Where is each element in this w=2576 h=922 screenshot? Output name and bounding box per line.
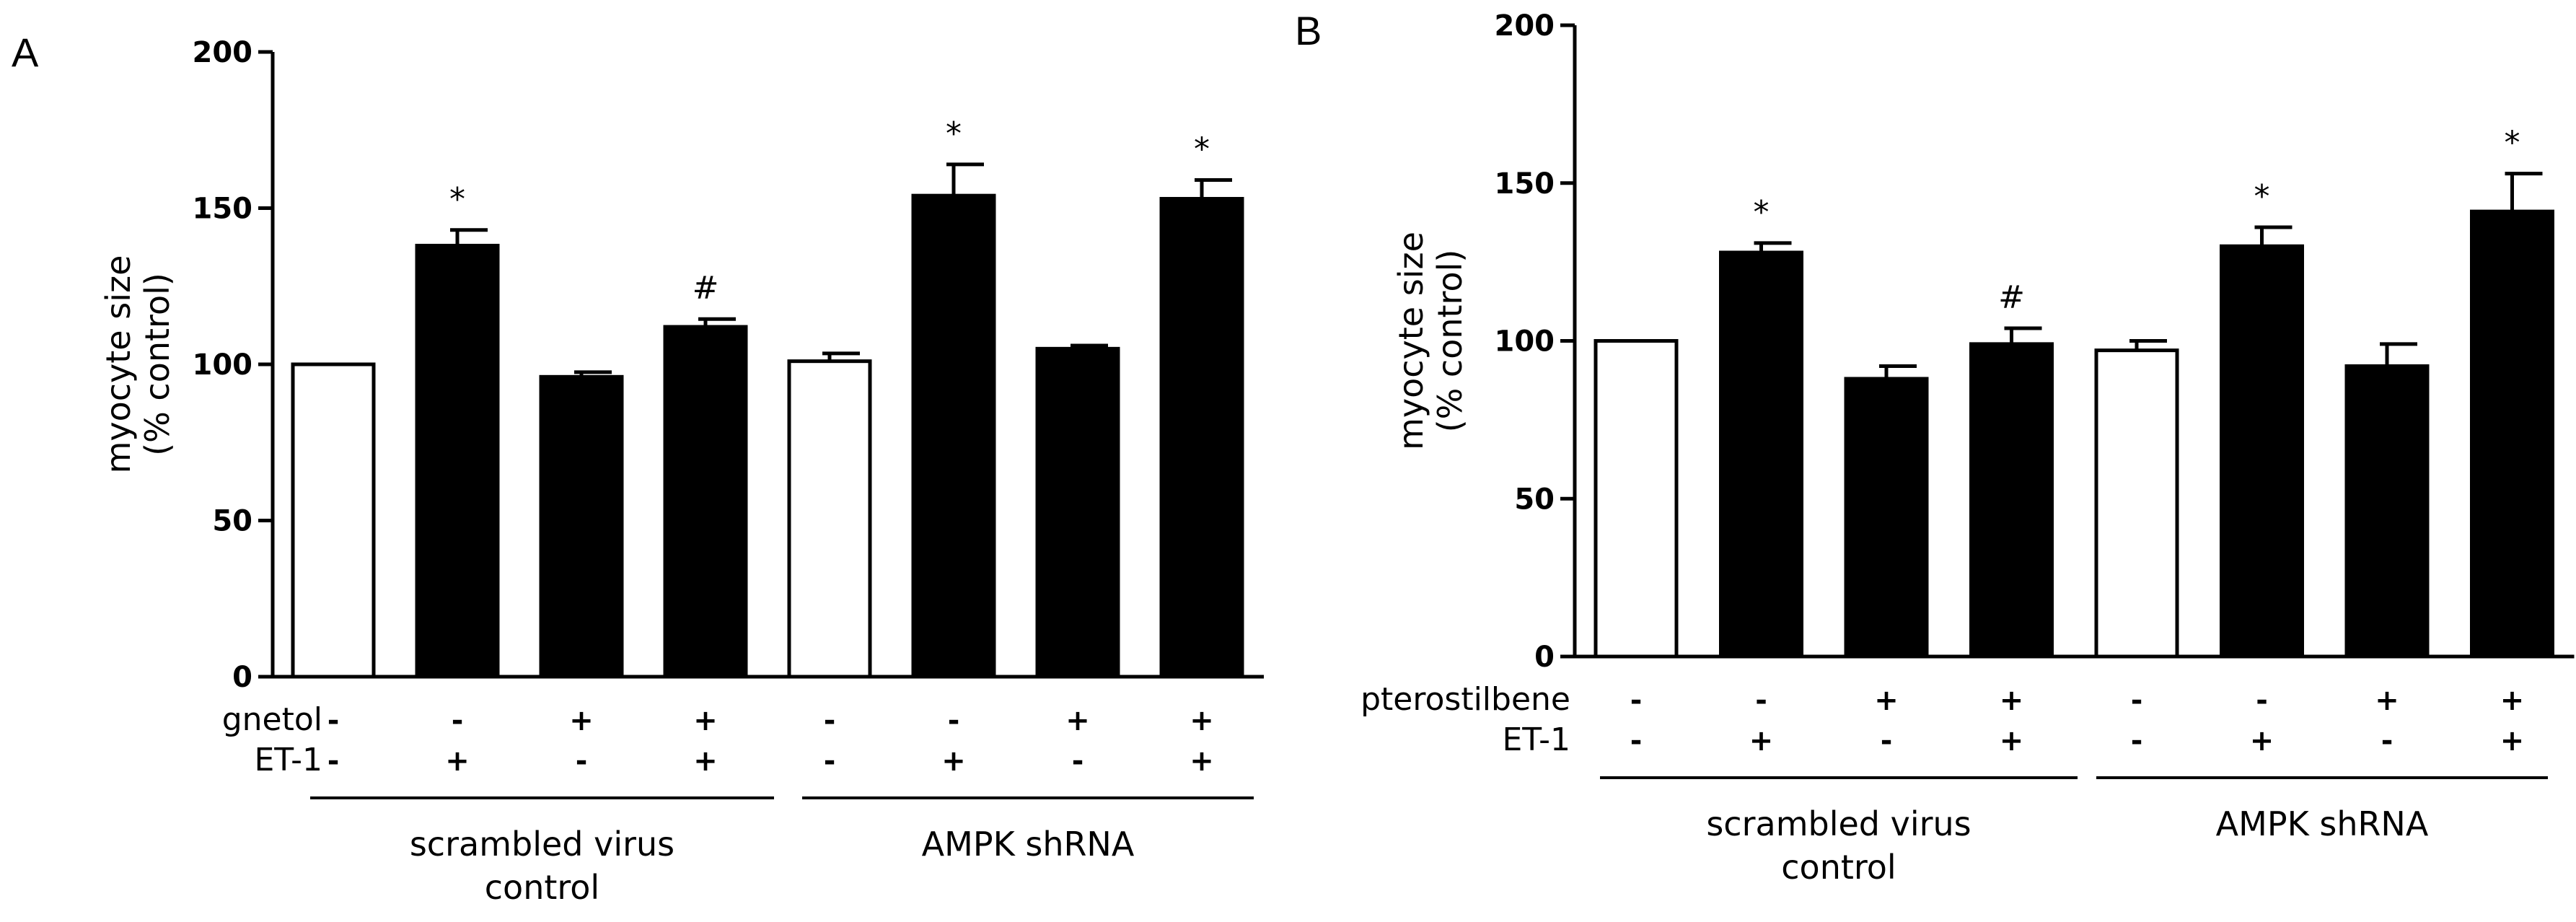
significance-marker: * xyxy=(449,181,465,218)
treatment-sign: - xyxy=(328,704,340,737)
bar xyxy=(787,359,872,679)
y-tick-label: 100 xyxy=(1495,325,1555,359)
et1-sign: - xyxy=(1072,745,1084,778)
significance-marker: # xyxy=(693,270,719,307)
significance-marker: * xyxy=(2254,178,2270,215)
treatment-sign: + xyxy=(1874,684,1899,717)
et1-sign: + xyxy=(941,745,966,778)
group-label: scrambled virus xyxy=(1706,804,1971,843)
treatment-sign: - xyxy=(1755,684,1767,717)
et1-sign: - xyxy=(328,745,340,778)
bar xyxy=(911,193,996,679)
group-label: control xyxy=(485,868,599,907)
et1-sign: + xyxy=(1749,724,1774,758)
bar xyxy=(1719,250,1803,659)
panel-label: A xyxy=(12,30,39,75)
significance-marker: * xyxy=(1754,194,1770,231)
et1-sign: + xyxy=(1190,745,1214,778)
bar xyxy=(1593,339,1679,659)
bar xyxy=(1969,342,2054,659)
y-tick-label: 100 xyxy=(193,348,253,382)
significance-marker: * xyxy=(2505,125,2520,162)
et1-sign: + xyxy=(693,745,718,778)
et1-row-label: ET-1 xyxy=(1502,721,1570,758)
y-axis-label: (% control) xyxy=(1430,250,1469,433)
bar xyxy=(2220,244,2304,659)
bar xyxy=(663,325,748,679)
y-axis-label: myocyte size xyxy=(1392,232,1430,450)
bar xyxy=(2470,209,2554,659)
et1-sign: - xyxy=(824,745,836,778)
et1-sign: - xyxy=(2131,724,2143,758)
bar xyxy=(1844,377,1929,659)
y-tick-label: 0 xyxy=(232,661,252,694)
group-label: control xyxy=(1781,848,1896,887)
et1-sign: + xyxy=(2250,724,2274,758)
et1-sign: - xyxy=(1881,724,1893,758)
treatment-sign: + xyxy=(1190,704,1214,737)
treatment-sign: + xyxy=(1065,704,1090,737)
group-label: AMPK shRNA xyxy=(2216,804,2429,843)
et1-sign: + xyxy=(2000,724,2024,758)
bar xyxy=(291,362,376,679)
treatment-sign: - xyxy=(1630,684,1643,717)
y-tick-label: 0 xyxy=(1534,641,1555,674)
treatment-sign: - xyxy=(452,704,464,737)
treatment-sign: - xyxy=(948,704,960,737)
y-tick-label: 150 xyxy=(193,193,253,226)
bar xyxy=(1159,197,1244,679)
treatment-sign: + xyxy=(2500,684,2525,717)
treatment-row-label: gnetol xyxy=(222,701,322,738)
significance-marker: # xyxy=(1998,279,2025,316)
bar xyxy=(2094,348,2179,659)
et1-sign: - xyxy=(576,745,588,778)
significance-marker: * xyxy=(946,115,962,152)
significance-marker: * xyxy=(1194,131,1210,168)
bar xyxy=(2344,364,2430,659)
et1-sign: + xyxy=(445,745,470,778)
et1-sign: - xyxy=(1630,724,1643,758)
y-axis-label: (% control) xyxy=(138,273,177,456)
treatment-sign: - xyxy=(2131,684,2143,717)
treatment-sign: - xyxy=(2256,684,2268,717)
treatment-sign: - xyxy=(824,704,836,737)
y-tick-label: 150 xyxy=(1495,167,1555,201)
y-axis-label: myocyte size xyxy=(99,255,138,474)
bar xyxy=(539,374,624,679)
treatment-row-label: pterostilbene xyxy=(1360,681,1570,718)
bar xyxy=(1035,346,1120,679)
treatment-sign: + xyxy=(569,704,594,737)
y-tick-label: 50 xyxy=(212,505,252,538)
y-tick-label: 200 xyxy=(193,36,253,69)
et1-sign: + xyxy=(2500,724,2525,758)
panel-label: B xyxy=(1295,8,1322,53)
group-label: AMPK shRNA xyxy=(922,825,1135,864)
y-tick-label: 50 xyxy=(1514,483,1555,516)
treatment-sign: + xyxy=(2000,684,2024,717)
group-label: scrambled virus xyxy=(410,825,674,864)
et1-row-label: ET-1 xyxy=(254,742,322,778)
treatment-sign: + xyxy=(693,704,718,737)
y-tick-label: 200 xyxy=(1495,9,1555,43)
et1-sign: - xyxy=(2381,724,2393,758)
bar xyxy=(415,243,500,679)
treatment-sign: + xyxy=(2375,684,2399,717)
